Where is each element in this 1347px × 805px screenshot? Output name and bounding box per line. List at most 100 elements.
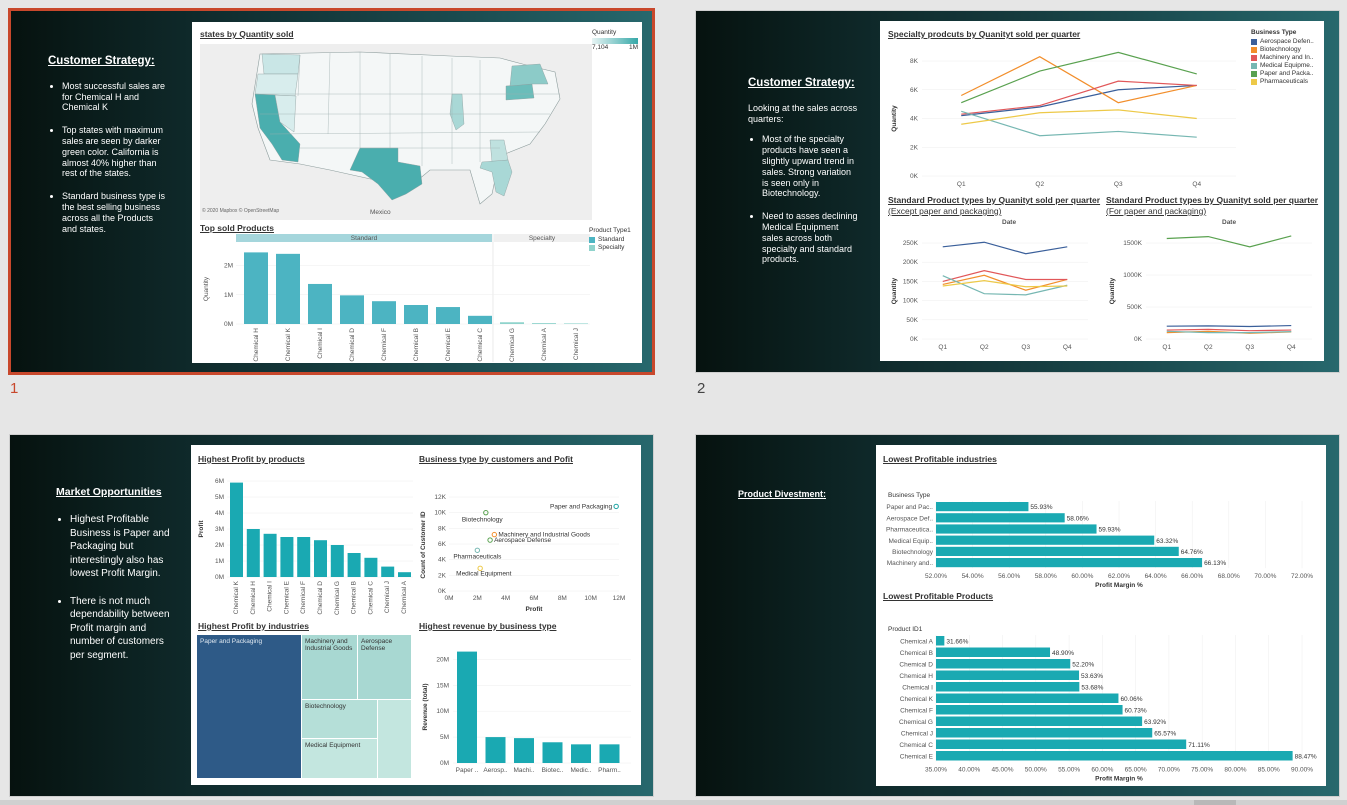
treemap-cell-biotech[interactable]: Biotechnology bbox=[302, 700, 377, 738]
x-tick-label: 68.00% bbox=[1218, 573, 1240, 580]
bar bbox=[542, 742, 563, 763]
bar bbox=[457, 651, 477, 763]
y-tick-label: 3M bbox=[215, 526, 224, 533]
slide-2-bullet: Most of the specialty products have seen… bbox=[762, 134, 860, 199]
x-tick-label: 62.00% bbox=[1108, 573, 1130, 580]
treemap-cell-aerospace[interactable]: Aerospace Defense bbox=[358, 635, 411, 699]
products-bar-chart: Product ID1 35.00% 40.00% 45.00% 50.00% 55.00… bbox=[888, 626, 1317, 783]
legend-label: Medical Equipme.. bbox=[1260, 62, 1314, 69]
treemap-cell-medical[interactable]: Medical Equipment bbox=[302, 739, 377, 778]
x-tick-label: 8M bbox=[558, 595, 567, 602]
scrollbar-thumb[interactable] bbox=[1194, 800, 1236, 805]
y-tick-label: Chemical A bbox=[900, 639, 934, 646]
x-tick-label: 50.00% bbox=[1025, 767, 1047, 774]
y-tick-label: 1M bbox=[224, 292, 233, 299]
y-tick-label: 250K bbox=[903, 240, 919, 247]
slide-1[interactable]: Customer Strategy: Most successful sales… bbox=[11, 11, 652, 372]
y-tick-label: Chemical H bbox=[899, 673, 933, 680]
x-tick-label: 10M bbox=[584, 595, 597, 602]
x-tick-label: Q3 bbox=[1021, 344, 1030, 351]
series-line-4 bbox=[1166, 330, 1292, 334]
series-line-3 bbox=[1166, 328, 1292, 332]
y-tick-label: 8K bbox=[910, 58, 919, 65]
treemap-cell-machinery[interactable]: Machinery and Industrial Goods bbox=[302, 635, 357, 699]
bar bbox=[398, 572, 411, 577]
top-sold-legend-title: Product Type1 bbox=[589, 227, 631, 234]
y-tick-label: 20M bbox=[436, 656, 449, 663]
legend-swatch bbox=[1251, 71, 1257, 77]
y-tick-label: Medical Equip.. bbox=[889, 538, 934, 545]
legend-label: Aerospace Defen.. bbox=[1260, 38, 1314, 45]
scatter-point bbox=[491, 531, 498, 538]
x-tick-label: Chemical C bbox=[367, 581, 374, 615]
slide-1-dashboard: states by Quantity sold Mexico bbox=[192, 22, 642, 363]
y-tick-label: Biotechnology bbox=[892, 549, 934, 556]
data-label: 65.57% bbox=[1154, 731, 1176, 738]
series-line-4 bbox=[942, 280, 1068, 288]
legend-item: Machinery and In.. bbox=[1251, 54, 1323, 62]
y-axis-label: Quantity bbox=[891, 105, 898, 132]
data-label: 59.93% bbox=[1099, 527, 1121, 534]
panel-header-standard-label: Standard bbox=[351, 235, 378, 242]
x-tick-label: 4M bbox=[501, 595, 510, 602]
x-tick-label: Chemical C bbox=[477, 328, 484, 362]
specialty-legend-title: Business Type bbox=[1251, 29, 1297, 36]
bar bbox=[936, 716, 1143, 726]
slide-2-dashboard: Specialty prodcuts by Quanityt sold per … bbox=[880, 21, 1324, 361]
slide-3[interactable]: Market Opportunities Highest Profitable … bbox=[9, 434, 654, 797]
x-tick-label: 60.00% bbox=[1091, 767, 1113, 774]
paper-chart-title: Standard Product types by Quanityt sold … bbox=[1106, 195, 1319, 205]
state-washington bbox=[261, 53, 301, 75]
bar bbox=[230, 482, 243, 577]
data-label: 64.76% bbox=[1181, 549, 1203, 556]
data-label: 55.93% bbox=[1030, 504, 1052, 511]
slide-1-bullet: Most successful sales are for Chemical H… bbox=[62, 81, 168, 113]
x-tick-label: Chemical H bbox=[253, 328, 260, 362]
slide-2[interactable]: Customer Strategy: Looking at the sales … bbox=[695, 10, 1340, 373]
y-tick-label: 4K bbox=[910, 116, 919, 123]
treemap-cell-paper[interactable]: Paper and Packaging bbox=[197, 635, 301, 778]
y-tick-label: Chemical C bbox=[899, 742, 933, 749]
bar bbox=[936, 636, 945, 646]
series-line-0 bbox=[961, 84, 1197, 117]
slide-4[interactable]: Product Divestment: Lowest Profitable in… bbox=[695, 434, 1340, 797]
state-pennsylvania bbox=[505, 83, 535, 101]
x-tick-label: Chemical A bbox=[401, 580, 408, 614]
scatter-point bbox=[483, 509, 489, 516]
data-label: 58.06% bbox=[1067, 515, 1089, 522]
y-tick-label: 8K bbox=[438, 525, 447, 532]
bar bbox=[314, 540, 327, 577]
x-tick-label: 12M bbox=[613, 595, 626, 602]
y-tick-label: 50K bbox=[906, 317, 918, 324]
series-line-0 bbox=[1166, 235, 1292, 248]
slide-4-text: Product Divestment: bbox=[738, 489, 858, 512]
y-tick-label: 5M bbox=[215, 494, 224, 501]
bar-chemical-f bbox=[372, 301, 396, 324]
x-tick-label: Pharm.. bbox=[598, 767, 621, 774]
x-tick-label: Q2 bbox=[1204, 344, 1213, 351]
legend-swatch bbox=[1251, 79, 1257, 85]
x-tick-label: Q4 bbox=[1287, 344, 1296, 351]
y-tick-label: 0K bbox=[438, 588, 447, 595]
legend-item: Biotechnology bbox=[1251, 46, 1323, 54]
bar bbox=[936, 728, 1153, 738]
specialty-legend: Business Type Aerospace Defen.. Biotechno… bbox=[1251, 29, 1323, 86]
series-line-4 bbox=[961, 51, 1197, 104]
slide-thumbnail-1-frame[interactable]: Customer Strategy: Most successful sales… bbox=[8, 8, 655, 375]
y-axis-label: Quantity bbox=[1109, 277, 1116, 304]
y-tick-label: 150K bbox=[903, 278, 919, 285]
y-axis-label: Quantity bbox=[891, 277, 898, 304]
panel-header-standard bbox=[236, 234, 492, 242]
treemap-cell-pharma[interactable] bbox=[378, 700, 411, 778]
slide-4-dashboard: Lowest Profitable industries Business Ty… bbox=[876, 445, 1326, 786]
bar bbox=[364, 557, 378, 577]
x-tick-label: Chemical E bbox=[283, 580, 290, 614]
data-label: 53.68% bbox=[1081, 685, 1103, 692]
data-label: 71.11% bbox=[1188, 742, 1210, 749]
map-legend: Quantity 7,104 1M bbox=[592, 29, 638, 51]
x-tick-label: Q1 bbox=[957, 181, 966, 188]
bar bbox=[330, 545, 344, 577]
x-tick-label: Q2 bbox=[980, 344, 989, 351]
y-tick-label: 4K bbox=[438, 557, 447, 564]
slide-sorter-scrollbar[interactable] bbox=[0, 800, 1347, 805]
